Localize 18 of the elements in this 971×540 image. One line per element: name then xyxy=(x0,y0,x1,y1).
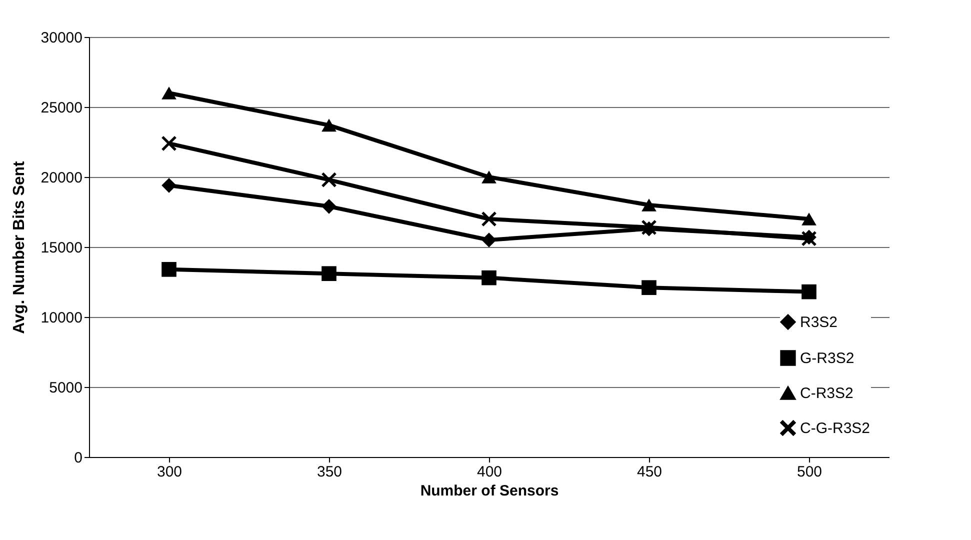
y-tick-label: 25000 xyxy=(40,100,82,116)
x-tick-label: 300 xyxy=(156,464,182,480)
x-tick-label: 500 xyxy=(796,464,822,480)
legend-label: C-R3S2 xyxy=(800,385,854,402)
y-tick-label: 0 xyxy=(74,450,82,466)
y-tick-label: 15000 xyxy=(40,240,82,256)
legend-label: R3S2 xyxy=(800,314,838,331)
y-tick-label: 10000 xyxy=(40,310,82,326)
y-tick-label: 30000 xyxy=(40,30,82,46)
legend-label: G-R3S2 xyxy=(800,350,854,367)
legend-label: C-G-R3S2 xyxy=(800,420,870,437)
x-tick-label: 350 xyxy=(316,464,342,480)
x-tick-label: 450 xyxy=(636,464,662,480)
y-tick-label: 5000 xyxy=(49,380,82,396)
y-axis-title: Avg. Number Bits Sent xyxy=(10,160,28,334)
x-tick-label: 400 xyxy=(476,464,502,480)
y-tick-label: 20000 xyxy=(40,170,82,186)
x-axis-title: Number of Sensors xyxy=(420,482,559,500)
